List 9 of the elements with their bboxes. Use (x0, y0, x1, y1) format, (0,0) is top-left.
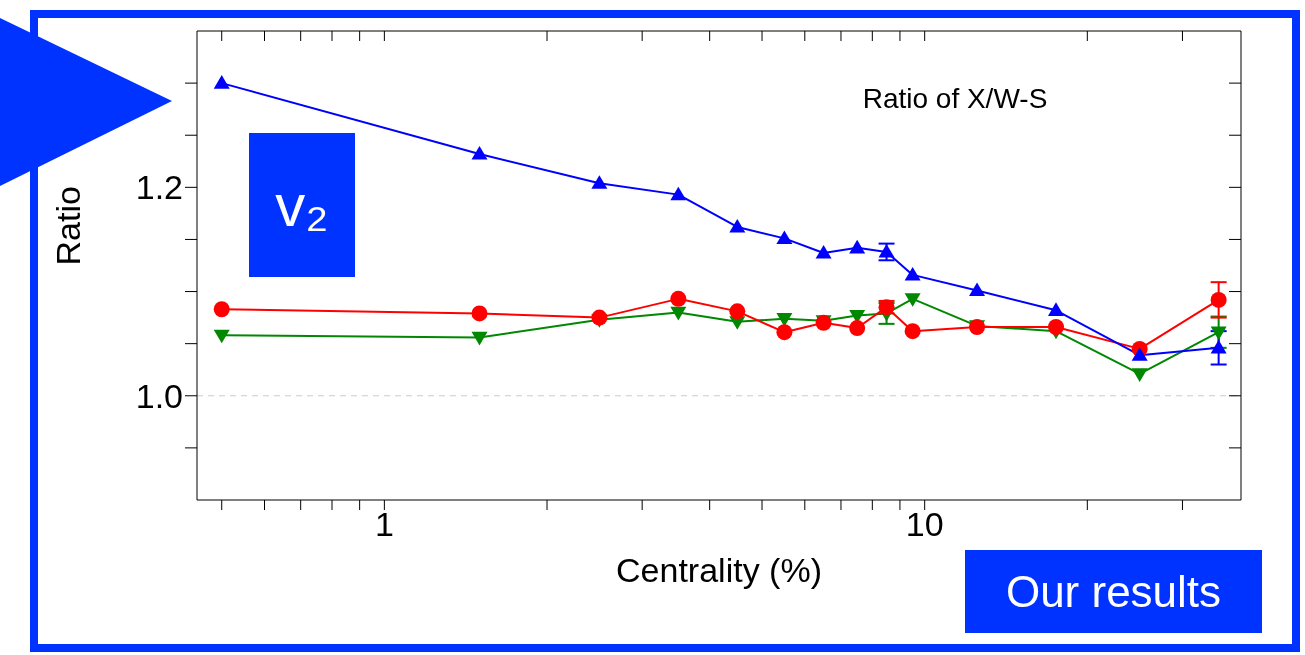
x-tick-label: 1 (374, 505, 394, 544)
y-tick-label: 1.2 (135, 168, 183, 207)
x-tick-label: 10 (905, 505, 944, 544)
text: Our results (965, 550, 1262, 633)
text: Ratio of X/W-S (862, 83, 1048, 114)
y-tick-label: 1.0 (135, 376, 183, 415)
x-axis-title: Centrality (%) (616, 551, 822, 590)
y-axis-title: Ratio (49, 186, 88, 266)
annotation: v₂ (249, 133, 355, 277)
